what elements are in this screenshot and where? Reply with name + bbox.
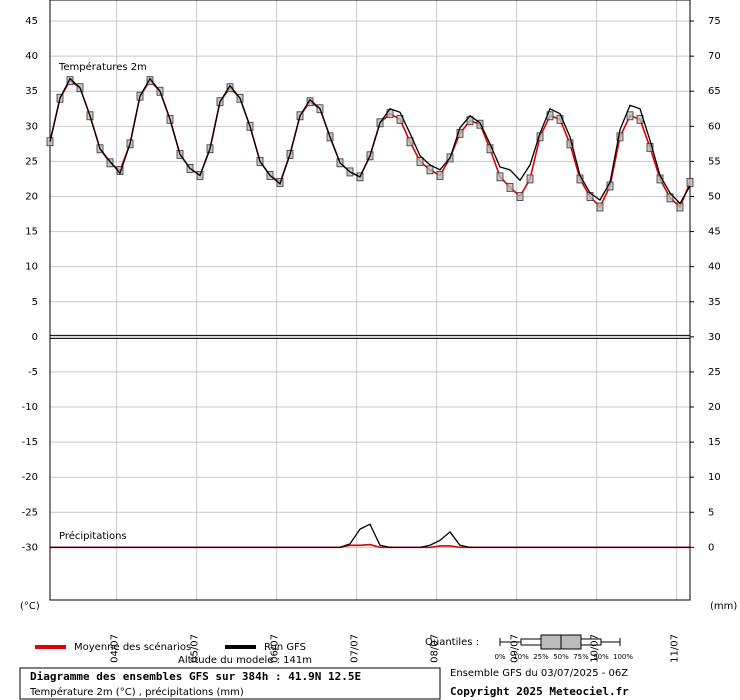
x-tick-label: 06/07 bbox=[270, 634, 281, 663]
y2-tick-label: 25 bbox=[708, 367, 721, 378]
y-tick-label: 45 bbox=[25, 16, 38, 27]
mean-box bbox=[146, 76, 154, 86]
y2-tick-label: 75 bbox=[708, 16, 721, 27]
y-tick-label: -15 bbox=[22, 437, 38, 448]
x-tick-label: 07/07 bbox=[350, 634, 361, 663]
y2-tick-label: 55 bbox=[708, 156, 721, 167]
quantile-label: 0% bbox=[494, 653, 505, 661]
quantiles-title: Quantiles : bbox=[425, 637, 479, 648]
mean-box bbox=[506, 182, 514, 192]
mean-box bbox=[646, 142, 654, 152]
panel-label: Précipitations bbox=[59, 530, 127, 542]
y-tick-label: 0 bbox=[32, 332, 38, 343]
chart-title: Diagramme des ensembles GFS sur 384h : 4… bbox=[30, 670, 361, 683]
y-tick-label: 35 bbox=[25, 86, 38, 97]
y2-tick-label: 0 bbox=[708, 542, 714, 553]
y2-tick-label: 70 bbox=[708, 51, 721, 62]
y-tick-label: 5 bbox=[32, 297, 38, 308]
y-tick-label: -25 bbox=[22, 507, 38, 518]
y2-tick-label: 60 bbox=[708, 121, 721, 132]
y-axis-label: (°C) bbox=[20, 601, 40, 612]
y-tick-label: 10 bbox=[25, 262, 38, 273]
quantile-label: 50% bbox=[553, 653, 569, 661]
mean-box bbox=[496, 172, 504, 182]
y-tick-label: 20 bbox=[25, 191, 38, 202]
y2-tick-label: 30 bbox=[708, 332, 721, 343]
y2-tick-label: 20 bbox=[708, 402, 721, 413]
quantile-label: 100% bbox=[613, 653, 633, 661]
x-tick-label: 04/07 bbox=[110, 634, 121, 663]
x-tick-label: 11/07 bbox=[670, 634, 681, 663]
mean-box bbox=[686, 178, 694, 187]
y-tick-label: -30 bbox=[22, 542, 38, 553]
chart-subtitle: Température 2m (°C) , précipitations (mm… bbox=[29, 686, 244, 698]
mean-box bbox=[406, 137, 414, 147]
y2-tick-label: 5 bbox=[708, 507, 714, 518]
legend-label: Moyenne des scénarios bbox=[74, 641, 191, 653]
y-tick-label: -20 bbox=[22, 472, 38, 483]
y2-tick-label: 50 bbox=[708, 191, 721, 202]
x-tick-label: 05/07 bbox=[190, 634, 201, 663]
series-line bbox=[50, 523, 690, 549]
y2-tick-label: 40 bbox=[708, 262, 721, 273]
mean-box bbox=[626, 111, 634, 121]
mean-box bbox=[416, 157, 424, 166]
y2-tick-label: 65 bbox=[708, 86, 721, 97]
y-tick-label: 25 bbox=[25, 156, 38, 167]
mean-box bbox=[516, 192, 524, 201]
title-box bbox=[19, 667, 441, 700]
mean-box bbox=[566, 139, 574, 149]
y2-tick-label: 10 bbox=[708, 472, 721, 483]
x-tick-label: 09/07 bbox=[510, 634, 521, 663]
mean-box bbox=[596, 202, 604, 212]
mean-box bbox=[226, 83, 234, 93]
copyright: Copyright 2025 Meteociel.fr bbox=[450, 685, 629, 698]
panel-label: Températures 2m bbox=[58, 61, 147, 73]
quantile-label: 75% bbox=[573, 653, 589, 661]
series-line bbox=[49, 77, 691, 205]
y-tick-label: -10 bbox=[22, 402, 38, 413]
plot-frame bbox=[49, 0, 691, 601]
altitude: Altitude du modele : 141m bbox=[178, 655, 312, 666]
quantile-label: 10% bbox=[513, 653, 529, 661]
y-tick-label: -5 bbox=[28, 367, 38, 378]
y-tick-label: 15 bbox=[25, 227, 38, 238]
x-tick-label: 08/07 bbox=[430, 634, 441, 663]
y2-tick-label: 15 bbox=[708, 437, 721, 448]
quantile-icon bbox=[499, 634, 621, 650]
mean-box bbox=[426, 165, 434, 175]
y2-axis-label: (mm) bbox=[710, 601, 737, 612]
y2-tick-label: 35 bbox=[708, 297, 721, 308]
y-tick-label: 40 bbox=[25, 51, 38, 62]
mean-box bbox=[526, 174, 534, 184]
quantile-label: 90% bbox=[593, 653, 609, 661]
y2-tick-label: 45 bbox=[708, 227, 721, 238]
mean-box bbox=[436, 171, 444, 180]
x-tick-label: 10/07 bbox=[590, 634, 601, 663]
quantile-label: 25% bbox=[533, 653, 549, 661]
plot-area bbox=[46, 0, 694, 601]
run-info: Ensemble GFS du 03/07/2025 - 06Z bbox=[450, 668, 628, 679]
y-tick-label: 30 bbox=[25, 121, 38, 132]
mean-box bbox=[106, 158, 114, 168]
legend-label: Run GFS bbox=[264, 642, 306, 653]
